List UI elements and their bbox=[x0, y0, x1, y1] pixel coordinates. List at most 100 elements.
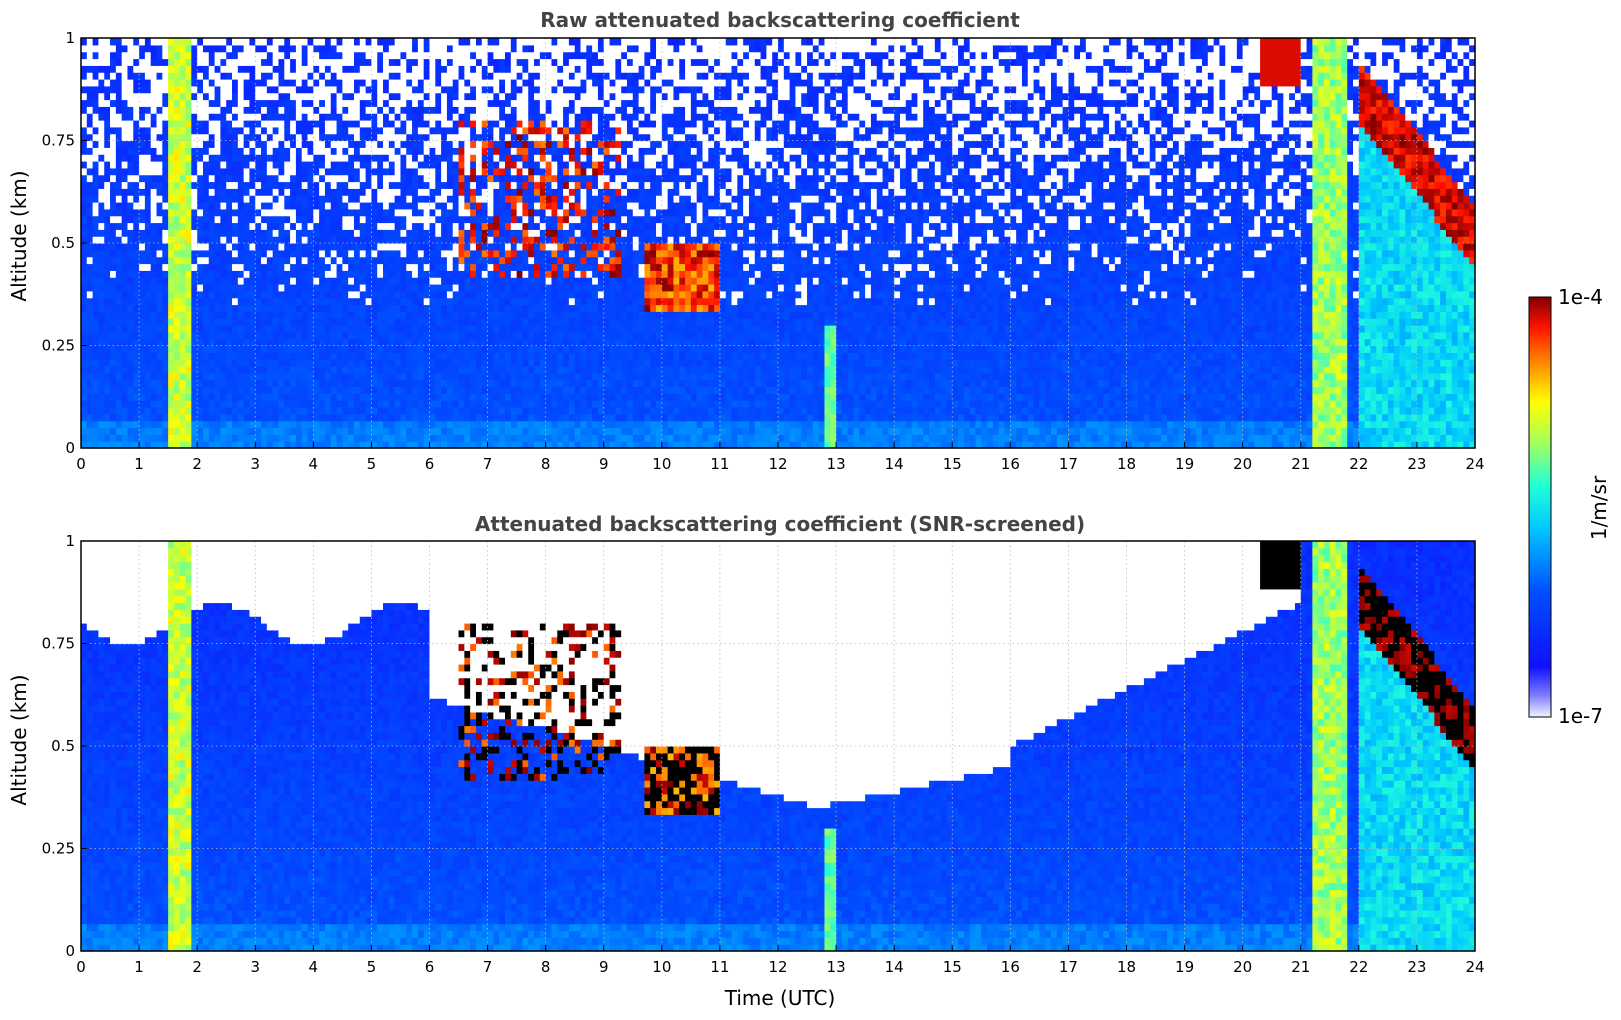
heatmap-cell bbox=[377, 215, 384, 224]
heatmap-cell bbox=[226, 256, 233, 265]
heatmap-cell bbox=[394, 427, 402, 435]
heatmap-cell bbox=[162, 106, 169, 114]
heatmap-cell bbox=[301, 147, 309, 155]
heatmap-cell bbox=[272, 366, 280, 374]
heatmap-cell bbox=[394, 195, 402, 203]
heatmap-cell bbox=[197, 407, 204, 415]
heatmap-cell bbox=[144, 85, 152, 94]
heatmap-cell bbox=[266, 85, 274, 94]
heatmap-cell bbox=[266, 331, 274, 340]
heatmap-cell bbox=[551, 147, 558, 155]
heatmap-cell bbox=[249, 297, 256, 306]
heatmap-cell bbox=[226, 263, 233, 271]
heatmap-cell bbox=[383, 51, 390, 60]
heatmap-cell bbox=[284, 290, 291, 299]
heatmap-cell bbox=[220, 236, 227, 244]
heatmap-cell bbox=[359, 195, 367, 203]
heatmap-cell bbox=[516, 215, 524, 224]
heatmap-cell bbox=[481, 290, 489, 299]
heatmap-cell bbox=[493, 236, 500, 244]
heatmap-cell bbox=[290, 79, 297, 87]
heatmap-cell bbox=[156, 434, 163, 442]
heatmap-cell bbox=[214, 58, 221, 66]
heatmap-cell bbox=[144, 215, 152, 224]
heatmap-cell bbox=[307, 99, 314, 107]
heatmap-cell bbox=[110, 441, 117, 449]
heatmap-cell bbox=[446, 215, 454, 224]
heatmap-cell bbox=[301, 256, 309, 265]
heatmap-cell bbox=[92, 79, 100, 87]
heatmap-cell bbox=[510, 345, 518, 353]
heatmap-cell bbox=[446, 407, 454, 415]
heatmap-cell bbox=[266, 229, 274, 237]
heatmap-cell bbox=[173, 215, 181, 224]
heatmap-cell bbox=[86, 174, 94, 183]
heatmap-cell bbox=[191, 208, 198, 217]
heatmap-cell bbox=[81, 44, 88, 53]
heatmap-cell bbox=[307, 290, 314, 299]
heatmap-cell bbox=[202, 188, 210, 196]
heatmap-cell bbox=[487, 174, 494, 183]
heatmap-cell bbox=[336, 393, 343, 401]
heatmap-cell bbox=[377, 174, 384, 183]
heatmap-cell bbox=[255, 372, 262, 381]
heatmap-cell bbox=[104, 284, 111, 292]
heatmap-cell bbox=[290, 181, 297, 189]
heatmap-cell bbox=[110, 44, 117, 53]
heatmap-cell bbox=[168, 147, 175, 155]
heatmap-cell bbox=[406, 359, 413, 367]
heatmap-cell bbox=[359, 65, 367, 73]
heatmap-cell bbox=[127, 236, 134, 244]
heatmap-cell bbox=[110, 181, 117, 189]
heatmap-cell bbox=[301, 243, 309, 251]
heatmap-cell bbox=[528, 202, 535, 210]
heatmap-cell bbox=[365, 400, 373, 408]
heatmap-cell bbox=[255, 284, 262, 292]
heatmap-cell bbox=[470, 270, 477, 278]
heatmap-cell bbox=[563, 434, 570, 442]
heatmap-cell bbox=[313, 413, 320, 422]
heatmap-cell bbox=[179, 106, 187, 114]
heatmap-cell bbox=[208, 222, 216, 230]
heatmap-cell bbox=[115, 434, 123, 442]
heatmap-cell bbox=[156, 147, 163, 155]
heatmap-cell bbox=[452, 174, 460, 183]
heatmap-cell bbox=[319, 140, 326, 148]
heatmap-cell bbox=[104, 263, 111, 271]
heatmap-cell bbox=[475, 277, 483, 285]
heatmap-cell bbox=[348, 297, 355, 306]
heatmap-cell bbox=[499, 243, 506, 251]
heatmap-cell bbox=[226, 167, 233, 176]
heatmap-cell bbox=[92, 92, 100, 101]
heatmap-cell bbox=[168, 154, 175, 162]
heatmap-cell bbox=[92, 44, 100, 53]
heatmap-cell bbox=[197, 181, 204, 189]
heatmap-cell bbox=[162, 434, 169, 442]
heatmap-cell bbox=[255, 147, 262, 155]
heatmap-cell bbox=[214, 195, 221, 203]
heatmap-cell bbox=[127, 284, 134, 292]
heatmap-cell bbox=[510, 338, 518, 347]
heatmap-cell bbox=[208, 345, 216, 353]
heatmap-cell bbox=[214, 85, 221, 94]
heatmap-cell bbox=[237, 325, 245, 333]
heatmap-cell bbox=[104, 79, 111, 87]
heatmap-cell bbox=[353, 420, 361, 429]
heatmap-cell bbox=[226, 318, 233, 326]
heatmap-cell bbox=[383, 92, 390, 101]
heatmap-cell bbox=[156, 154, 163, 162]
heatmap-cell bbox=[98, 113, 105, 121]
heatmap-cell bbox=[493, 85, 500, 94]
heatmap-cell bbox=[551, 413, 558, 422]
heatmap-cell bbox=[284, 345, 291, 353]
heatmap-cell bbox=[284, 372, 291, 381]
heatmap-cell bbox=[481, 126, 489, 135]
heatmap-cell bbox=[226, 195, 233, 203]
heatmap-cell bbox=[493, 413, 500, 422]
heatmap-cell bbox=[353, 393, 361, 401]
heatmap-cell bbox=[330, 174, 338, 183]
heatmap-cell bbox=[435, 126, 442, 135]
heatmap-cell bbox=[446, 441, 454, 449]
heatmap-cell bbox=[162, 304, 169, 312]
heatmap-cell bbox=[121, 65, 129, 73]
